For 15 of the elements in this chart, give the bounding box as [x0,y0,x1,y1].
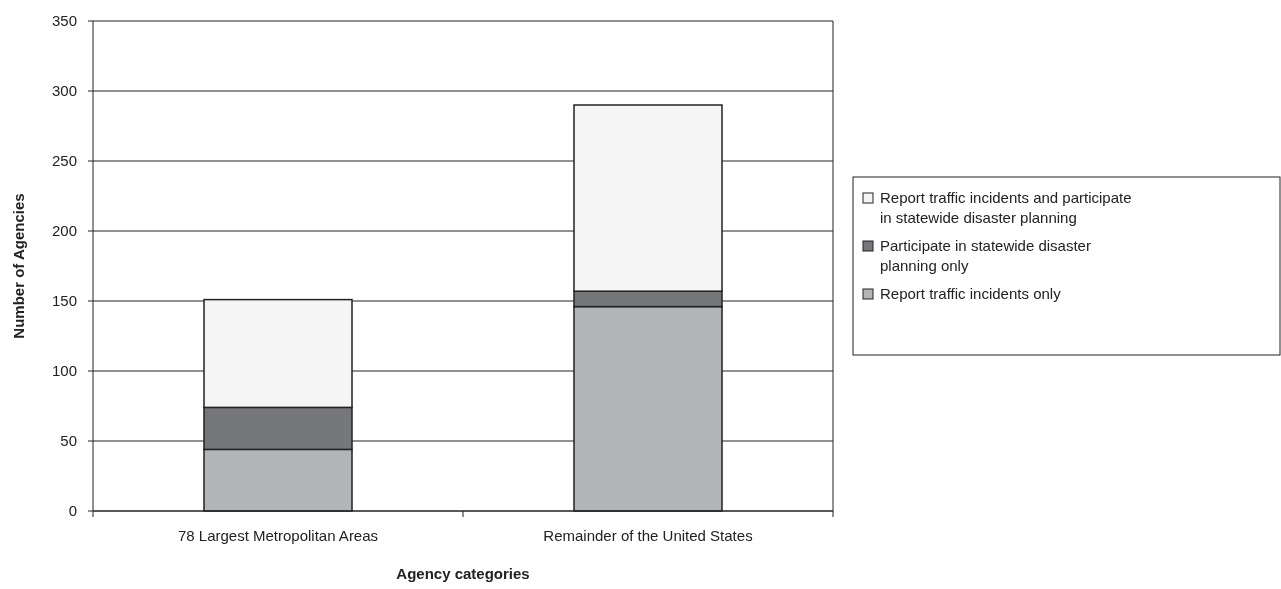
y-tick-label: 300 [51,82,77,99]
legend-label: Report traffic incidents only [880,285,1062,302]
legend-label: Report traffic incidents and participate in statewide disaster planning [880,189,1132,226]
x-tick-label: Remainder of the United States [543,527,753,544]
y-tick-label: 150 [51,292,77,309]
y-tick-label: 250 [51,152,77,169]
legend-label: Participate in statewide disaster planning only [880,237,1091,274]
y-tick-label: 200 [51,222,77,239]
x-axis-title: Agency categories [396,565,530,582]
y-tick-label: 350 [51,12,77,29]
y-tick-label: 50 [60,432,77,449]
x-tick-label: 78 Largest Metropolitan Areas [177,527,379,544]
y-tick-label: 0 [68,502,77,519]
y-tick-label: 100 [51,362,77,379]
y-axis-title: Number of Agencies [10,193,27,339]
